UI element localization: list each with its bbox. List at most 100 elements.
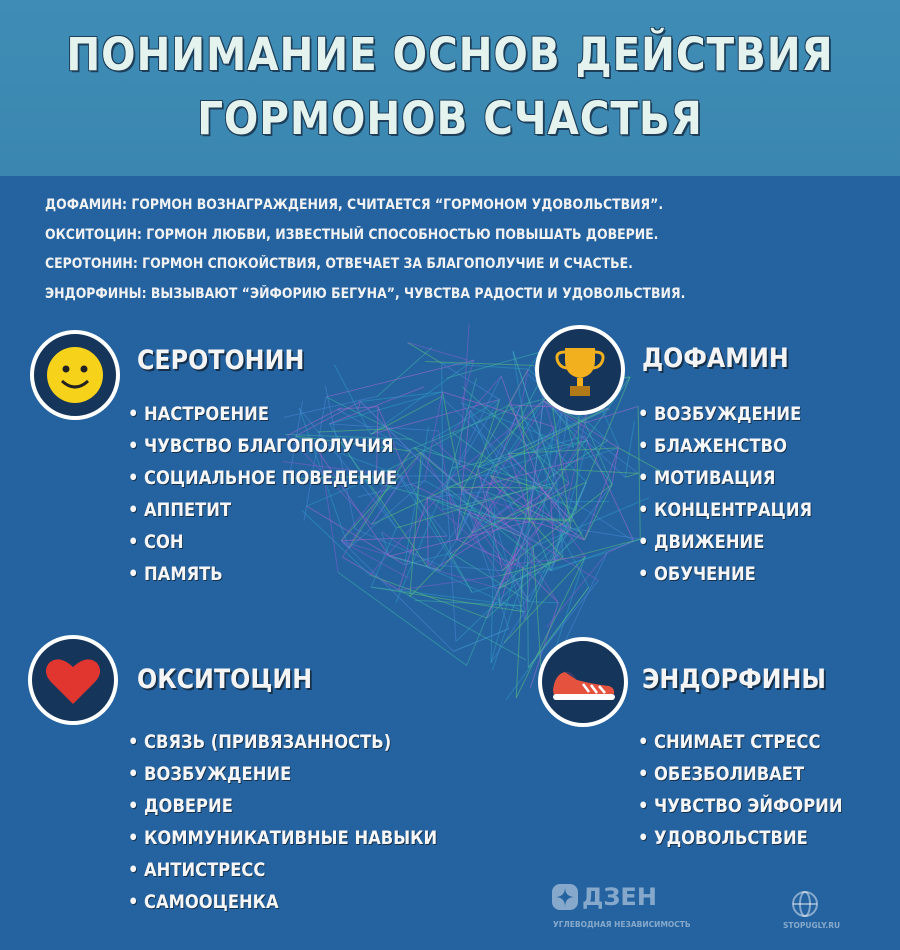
brain-line: [353, 475, 498, 519]
section-item: ПАМЯТЬ: [144, 563, 223, 585]
brain-line: [427, 567, 499, 590]
brain-line: [441, 362, 500, 400]
brain-line: [461, 402, 511, 478]
brain-line: [552, 407, 639, 474]
brain-line: [311, 442, 390, 557]
intro-line: ДОФАМИН: ГОРМОН ВОЗНАГРАЖДЕНИЯ, СЧИТАЕТС…: [45, 197, 664, 213]
brain-line: [329, 386, 425, 425]
brain-line: [440, 564, 503, 572]
brain-line: [500, 376, 541, 487]
bullet: •: [638, 827, 649, 849]
bullet: •: [128, 763, 139, 785]
brain-line: [468, 426, 555, 539]
section-item: НАСТРОЕНИЕ: [144, 403, 270, 425]
brain-line: [456, 410, 471, 540]
section-item: ВОЗБУЖДЕНИЕ: [654, 403, 802, 425]
brain-line: [471, 476, 511, 534]
heart-icon: [28, 635, 118, 725]
brain-line: [404, 426, 429, 565]
brain-line: [532, 546, 543, 690]
brain-line: [301, 510, 371, 576]
section-item: ДОВЕРИЕ: [144, 795, 233, 817]
brain-line: [515, 568, 524, 698]
bullet: •: [638, 795, 649, 817]
brain-line: [370, 527, 397, 588]
brain-line: [450, 487, 553, 554]
brain-line: [420, 452, 498, 519]
bullet: •: [638, 563, 649, 585]
section-title: ОКСИТОЦИН: [137, 664, 313, 695]
intro-line: СЕРОТОНИН: ГОРМОН СПОКОЙСТВИЯ, ОТВЕЧАЕТ …: [45, 256, 633, 272]
brain-line: [551, 435, 585, 489]
brain-line: [551, 487, 634, 542]
bullet: •: [128, 731, 139, 753]
section-item: ДВИЖЕНИЕ: [654, 531, 765, 553]
section-item: ОБЕЗБОЛИВАЕТ: [654, 763, 805, 785]
brain-line: [407, 341, 468, 361]
bullet: •: [638, 531, 649, 553]
brain-line: [455, 533, 569, 642]
brain-line: [512, 350, 555, 477]
bullet: •: [128, 403, 139, 425]
bullet: •: [638, 467, 649, 489]
brain-line: [425, 361, 534, 367]
brain-line: [550, 501, 555, 561]
brain-line: [583, 447, 620, 541]
brain-line: [446, 375, 502, 488]
brain-line: [342, 470, 396, 558]
brain-line: [295, 401, 361, 437]
section-item: СОН: [144, 531, 184, 553]
brain-line: [306, 475, 377, 507]
section-title: ЭНДОРФИНЫ: [642, 664, 827, 695]
brain-line: [442, 391, 555, 428]
brain-line: [440, 396, 535, 488]
brain-line: [376, 406, 379, 477]
brain-line: [336, 408, 412, 452]
brain-line: [389, 521, 530, 557]
brain-line: [446, 487, 473, 534]
globe-icon: [792, 891, 818, 917]
section-item: ВОЗБУЖДЕНИЕ: [144, 763, 292, 785]
brain-line: [456, 468, 491, 540]
bullet: •: [638, 763, 649, 785]
brain-line: [507, 453, 542, 545]
brain-line: [341, 540, 410, 579]
brain-line: [625, 472, 639, 478]
footer-site: STOPUGLY.RU: [783, 921, 841, 930]
brain-line: [356, 480, 425, 498]
brain-line: [558, 468, 639, 474]
bullet: •: [638, 499, 649, 521]
brain-line: [287, 407, 342, 436]
brain-line: [334, 364, 372, 435]
brain-line: [440, 391, 443, 397]
brain-line: [490, 507, 496, 663]
brain-line: [503, 556, 586, 644]
section-item: САМООЦЕНКА: [144, 891, 279, 913]
brain-line: [407, 342, 442, 364]
brain-line: [515, 556, 586, 698]
brain-line: [319, 450, 339, 573]
brain-line: [489, 407, 608, 470]
section-item: АППЕТИТ: [144, 499, 232, 521]
brain-line: [398, 497, 429, 591]
brain-line: [376, 347, 433, 397]
brain-line: [446, 351, 541, 379]
brain-line: [288, 400, 304, 480]
brain-line: [381, 531, 390, 557]
brain-line: [624, 420, 635, 478]
brain-line: [524, 546, 534, 620]
brain-line: [508, 404, 585, 541]
brain-line: [486, 532, 583, 619]
brain-line: [427, 491, 486, 499]
brain-line: [369, 574, 487, 619]
brain-line: [496, 518, 599, 581]
brain-line: [461, 490, 572, 529]
brain-line: [528, 487, 553, 522]
trophy-icon: [535, 325, 625, 415]
brain-line: [490, 611, 525, 664]
brain-line: [451, 432, 521, 484]
footer-channel: УГЛЕВОДНАЯ НЕЗАВИСИМОСТЬ: [553, 920, 691, 929]
brain-line: [409, 565, 441, 597]
brain-line: [526, 542, 529, 668]
